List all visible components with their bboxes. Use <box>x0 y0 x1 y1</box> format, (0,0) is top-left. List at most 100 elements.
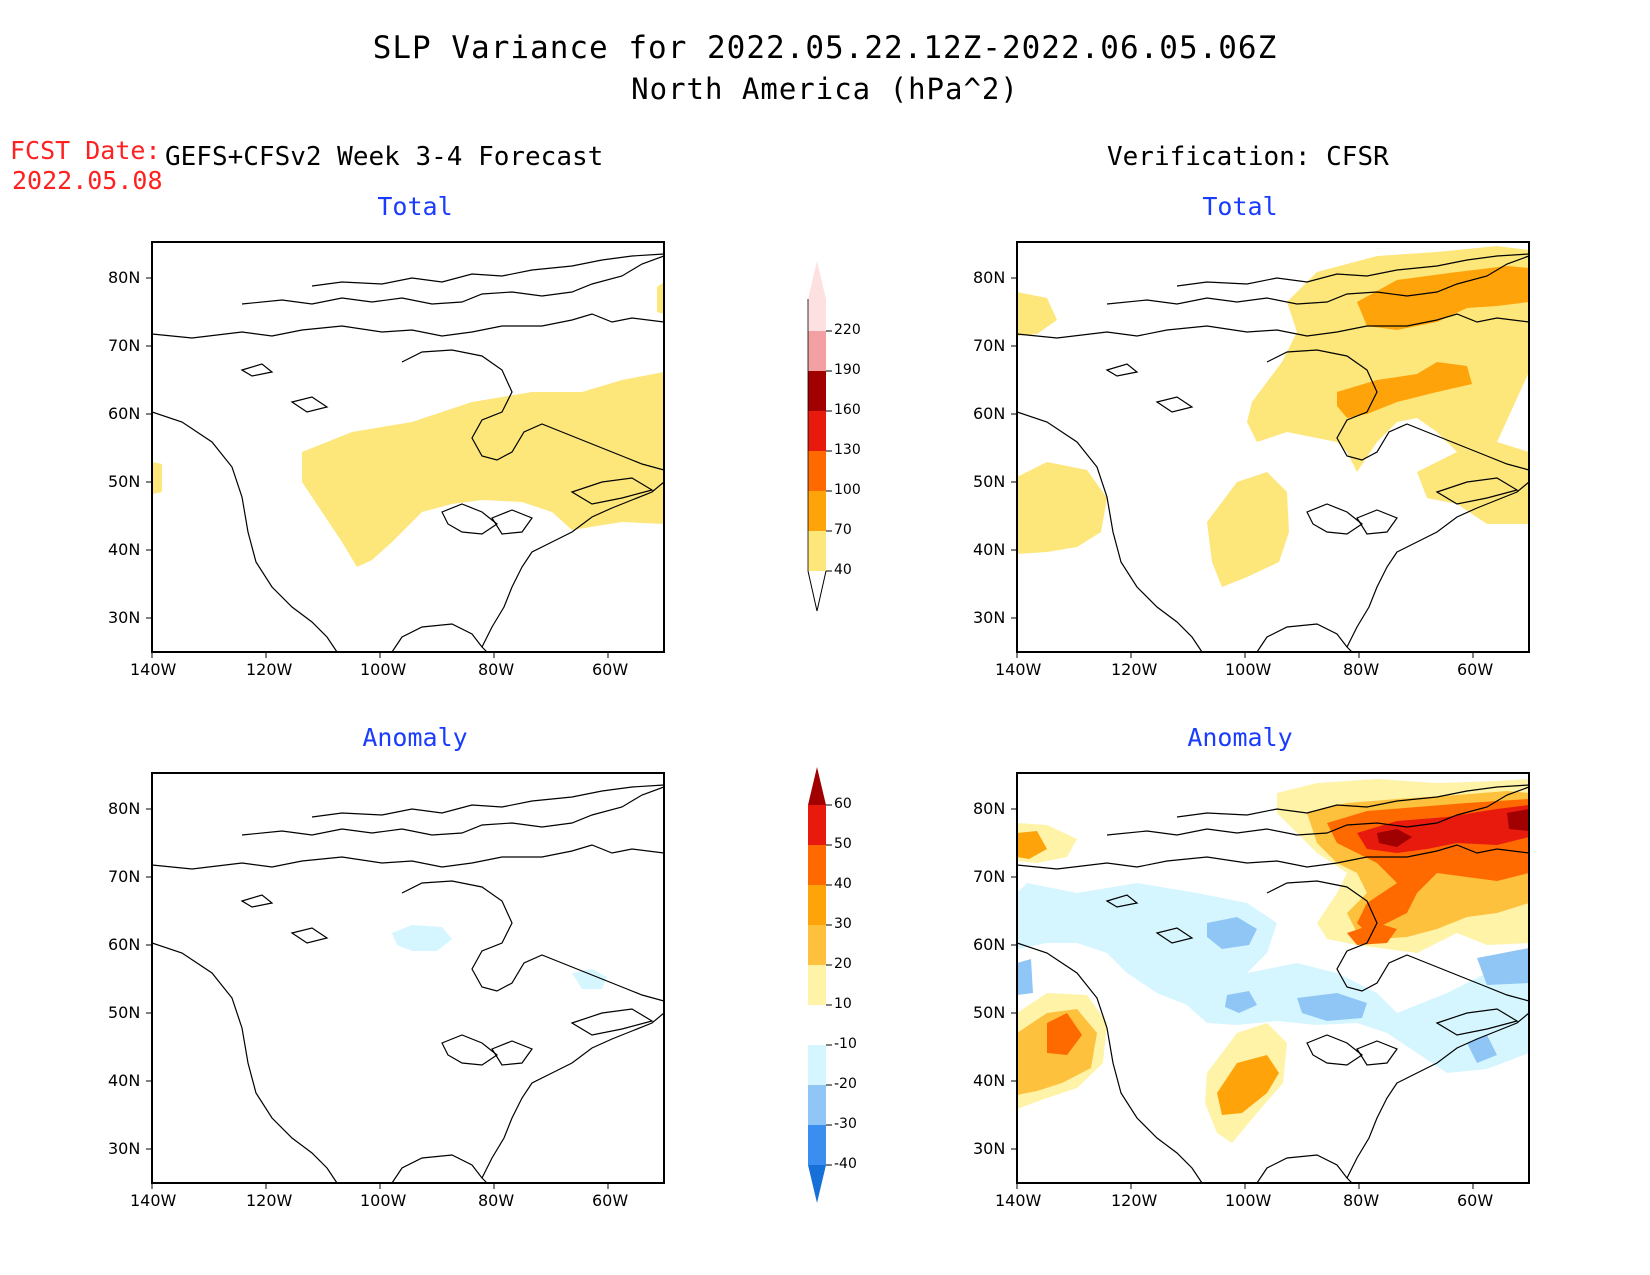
lat-tick: 50N <box>973 472 1006 491</box>
forecast-total-contour-40-70 <box>302 372 664 567</box>
lon-tick: 80W <box>1343 1191 1380 1210</box>
lat-tick: 50N <box>973 1003 1006 1022</box>
lon-tick: 80W <box>478 660 515 679</box>
lat-tick: 30N <box>108 608 141 627</box>
colorbar-segment <box>808 845 826 885</box>
colorbar-segment <box>808 1085 826 1125</box>
colorbar-tick-label: 40 <box>834 876 852 892</box>
verification-total-contour-40-70 <box>1417 442 1529 524</box>
lon-tick: 120W <box>1111 1191 1158 1210</box>
lon-tick: 80W <box>478 1191 515 1210</box>
verification-anomaly-contour-neg20-neg30 <box>1207 917 1257 949</box>
lat-tick: 60N <box>108 404 141 423</box>
verification-total-contour-40-70 <box>1207 472 1289 587</box>
colorbar-segment <box>808 925 826 965</box>
forecast-total-subtitle: Total <box>377 192 453 221</box>
colorbar-tick-label: -40 <box>834 1156 857 1172</box>
lat-tick: 40N <box>108 1071 141 1090</box>
lon-tick: 100W <box>1225 1191 1272 1210</box>
verification-anomaly-contour-neg20-neg30 <box>1477 948 1529 985</box>
lat-tick: 30N <box>108 1139 141 1158</box>
lat-tick: 80N <box>108 799 141 818</box>
colorbar-segment <box>808 371 826 411</box>
lat-tick: 50N <box>108 472 141 491</box>
verification-total-map <box>1010 241 1530 659</box>
lat-tick: 40N <box>973 540 1006 559</box>
verification-anomaly-contour-30-40 <box>1017 831 1047 859</box>
lon-tick: 60W <box>592 660 629 679</box>
colorbar-tick-label: 10 <box>834 996 852 1012</box>
anomaly-colorbar <box>808 767 832 1203</box>
lat-tick: 30N <box>973 608 1006 627</box>
forecast-total-contour-40-70 <box>657 282 664 314</box>
colorbar-segment <box>808 1045 826 1085</box>
colorbar-segment <box>808 531 826 571</box>
verification-total-contour-40-70 <box>1017 292 1057 336</box>
verification-total-contour-40-70 <box>1017 462 1107 554</box>
colorbar-tick-label: 20 <box>834 956 852 972</box>
colorbar-tick-label: 40 <box>834 562 852 578</box>
lon-tick: 60W <box>592 1191 629 1210</box>
colorbar-segment <box>808 261 826 331</box>
verification-anomaly-contour-neg20-neg30 <box>1017 959 1033 995</box>
lat-tick: 60N <box>973 404 1006 423</box>
lon-tick: 140W <box>995 1191 1042 1210</box>
verification-anomaly-subtitle: Anomaly <box>1187 723 1293 752</box>
lon-tick: 100W <box>360 660 407 679</box>
fcst-date-value: 2022.05.08 <box>12 166 163 195</box>
colorbar-segment <box>808 491 826 531</box>
lat-tick: 70N <box>973 336 1006 355</box>
forecast-anomaly-map <box>145 772 665 1190</box>
colorbar-tick-label: 100 <box>834 482 861 498</box>
verification-anomaly-map <box>1010 772 1530 1190</box>
forecast-total-contour-40-70 <box>152 462 162 494</box>
lon-tick: 140W <box>130 1191 177 1210</box>
colorbar-segment <box>808 331 826 371</box>
forecast-anomaly-contour-neg10-neg20 <box>572 969 607 989</box>
verification-anomaly-contour-40-50 <box>1047 1013 1082 1055</box>
colorbar-tick-label: 60 <box>834 796 852 812</box>
colorbar-tick-label: 70 <box>834 522 852 538</box>
colorbar-segment <box>808 885 826 925</box>
lat-tick: 80N <box>973 268 1006 287</box>
lat-tick: 70N <box>108 867 141 886</box>
lat-tick: 70N <box>973 867 1006 886</box>
lon-tick: 100W <box>1225 660 1272 679</box>
colorbar-tail-bottom <box>807 570 827 612</box>
colorbar-segment <box>808 1125 826 1165</box>
lat-tick: 40N <box>973 1071 1006 1090</box>
lon-tick: 140W <box>995 660 1042 679</box>
colorbar-tick-label: 220 <box>834 322 861 338</box>
total-colorbar <box>807 261 832 612</box>
lon-tick: 120W <box>1111 660 1158 679</box>
colorbar-tick-label: -30 <box>834 1116 857 1132</box>
chart-title-line1: SLP Variance for 2022.05.22.12Z-2022.06.… <box>372 30 1278 66</box>
verification-anomaly-contour-above-60 <box>1507 809 1529 831</box>
lat-tick: 80N <box>108 268 141 287</box>
forecast-anomaly-contour-neg10-neg20 <box>392 925 452 951</box>
lat-tick: 50N <box>108 1003 141 1022</box>
chart-title-line2: North America (hPa^2) <box>631 72 1019 106</box>
lat-tick: 30N <box>973 1139 1006 1158</box>
forecast-anomaly-subtitle: Anomaly <box>362 723 468 752</box>
colorbar-segment <box>808 1005 826 1045</box>
fcst-date-label: FCST Date: <box>10 136 161 165</box>
lon-tick: 100W <box>360 1191 407 1210</box>
colorbar-tick-label: -20 <box>834 1076 857 1092</box>
colorbar-tick-label: 160 <box>834 402 861 418</box>
lon-tick: 80W <box>1343 660 1380 679</box>
lon-tick: 140W <box>130 660 177 679</box>
verification-anomaly-contour-neg10-neg20 <box>1017 883 1529 1073</box>
verification-anomaly-contour-above-60 <box>1377 829 1412 847</box>
lat-tick: 80N <box>973 799 1006 818</box>
colorbar-triangle-top <box>808 767 826 805</box>
colorbar-segment <box>808 965 826 1005</box>
verification-total-subtitle: Total <box>1202 192 1278 221</box>
lat-tick: 70N <box>108 336 141 355</box>
verification-anomaly-contour-neg20-neg30 <box>1297 993 1367 1021</box>
colorbar-tick-label: 190 <box>834 362 861 378</box>
lat-tick: 60N <box>108 935 141 954</box>
colorbar-tick-label: -10 <box>834 1036 857 1052</box>
colorbar-segment <box>808 451 826 491</box>
